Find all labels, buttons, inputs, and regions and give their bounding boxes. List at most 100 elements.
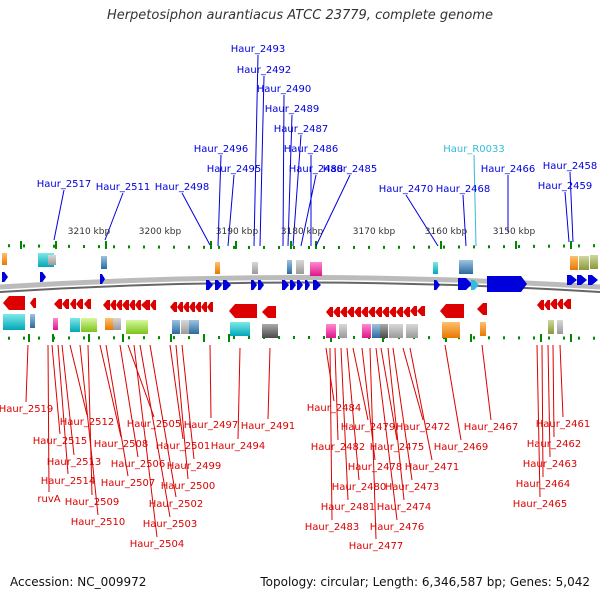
reverse-gene-label: Haur_2475 <box>370 442 425 453</box>
reverse-gene-arrow <box>537 300 544 310</box>
reverse-gene-arrow <box>207 302 213 312</box>
forward-gene-arrow <box>305 280 310 290</box>
reverse-gene-label: Haur_2508 <box>94 439 149 450</box>
forward-gene-label: Haur_2489 <box>265 104 320 115</box>
scale-tick-major <box>105 241 107 249</box>
reverse-gene-arrow <box>544 300 550 310</box>
scale-tick-major <box>235 241 237 249</box>
feature-box <box>579 256 589 270</box>
scale-tick <box>158 336 160 340</box>
scale-tick <box>518 245 520 249</box>
leader-line <box>541 344 544 478</box>
reverse-gene-label: Haur_2480 <box>332 482 387 493</box>
forward-gene-arrow <box>223 280 231 290</box>
scale-label: 3180 kbp <box>281 227 324 237</box>
forward-gene-label: Haur_2485 <box>323 164 378 175</box>
scale-tick <box>218 336 220 340</box>
reverse-gene-label: Haur_2464 <box>516 479 571 490</box>
reverse-gene-label: Haur_2476 <box>370 522 425 533</box>
leader-line <box>547 344 551 458</box>
leader-line <box>87 344 93 496</box>
leader-line <box>105 344 129 477</box>
feature-box <box>442 322 460 338</box>
leader-line <box>473 154 477 247</box>
leader-line <box>57 344 69 475</box>
forward-gene-arrow <box>251 280 257 290</box>
feature-box <box>215 262 220 274</box>
scale-tick <box>23 244 25 248</box>
reverse-gene-label: Haur_2507 <box>101 478 156 489</box>
reverse-gene-arrow <box>150 300 156 310</box>
scale-tick <box>218 245 220 249</box>
scale-tick-major <box>290 241 292 249</box>
scale-label: 3190 kbp <box>216 227 259 237</box>
feature-box <box>70 318 80 332</box>
leader-line <box>169 344 184 440</box>
feature-box <box>339 324 347 338</box>
scale-tick <box>428 336 430 340</box>
scale-tick <box>338 245 340 249</box>
forward-gene-label: Haur_2487 <box>274 124 329 135</box>
scale-tick <box>593 336 595 340</box>
forward-gene-arrow <box>577 275 587 285</box>
reverse-gene-label: Haur_2472 <box>396 422 451 433</box>
reverse-gene-label: Haur_2491 <box>241 421 296 432</box>
leader-line <box>392 347 413 481</box>
scale-tick-major <box>203 334 205 342</box>
scale-tick <box>458 245 460 249</box>
forward-gene-arrow <box>2 272 8 282</box>
scale-label: 3210 kbp <box>68 227 111 237</box>
leader-line <box>99 344 122 438</box>
scale-tick <box>578 336 580 340</box>
scale-tick-major <box>570 241 572 249</box>
scale-tick <box>278 336 280 340</box>
forward-gene-label: Haur_2496 <box>194 144 249 155</box>
scale-tick <box>503 245 505 249</box>
scale-tick <box>428 245 430 249</box>
feature-box <box>326 324 336 338</box>
scale-tick <box>98 336 100 340</box>
feature-box <box>480 322 486 336</box>
leader-line <box>387 347 405 501</box>
reverse-gene-arrow <box>110 300 116 310</box>
reverse-gene-arrow <box>361 307 368 317</box>
feature-box <box>53 318 58 330</box>
scale-tick <box>293 336 295 340</box>
leader-line <box>267 347 271 420</box>
scale-tick <box>518 336 520 340</box>
forward-gene-label: Haur_2459 <box>538 181 593 192</box>
reverse-gene-label: Haur_2467 <box>464 422 519 433</box>
scale-label: 3170 kbp <box>353 227 396 237</box>
reverse-gene-label: Haur_2469 <box>434 442 489 453</box>
leader-line <box>481 344 492 421</box>
reverse-gene-arrow <box>103 300 110 310</box>
forward-gene-arrow <box>588 275 598 285</box>
reverse-gene-arrow <box>333 307 340 317</box>
reverse-gene-label: Haur_2478 <box>348 462 403 473</box>
leader-line <box>315 174 351 247</box>
scale-tick <box>488 336 490 340</box>
scale-tick <box>68 244 70 248</box>
scale-tick <box>248 245 250 249</box>
reverse-gene-arrow <box>62 299 69 309</box>
forward-gene-arrow <box>567 275 577 285</box>
feature-box <box>3 314 25 330</box>
reverse-gene-label: Haur_2482 <box>311 442 366 453</box>
scale-tick <box>68 336 70 340</box>
leader-line <box>552 344 555 438</box>
reverse-gene-arrow <box>382 307 389 317</box>
reverse-gene-label: Haur_2474 <box>377 502 432 513</box>
scale-tick <box>533 244 535 248</box>
scale-tick <box>578 244 580 248</box>
forward-gene-arrow <box>100 274 105 284</box>
leader-line <box>292 134 302 247</box>
scale-tick <box>173 336 175 340</box>
forward-gene-label: Haur_2488 <box>289 164 344 175</box>
scale-tick <box>128 336 130 340</box>
scale-tick-major <box>122 334 124 342</box>
leader-line <box>175 344 189 480</box>
leader-line <box>375 347 398 521</box>
reverse-gene-arrow <box>141 300 150 310</box>
reverse-gene-label: Haur_2479 <box>341 422 396 433</box>
rna-feature-arrow <box>471 280 479 290</box>
